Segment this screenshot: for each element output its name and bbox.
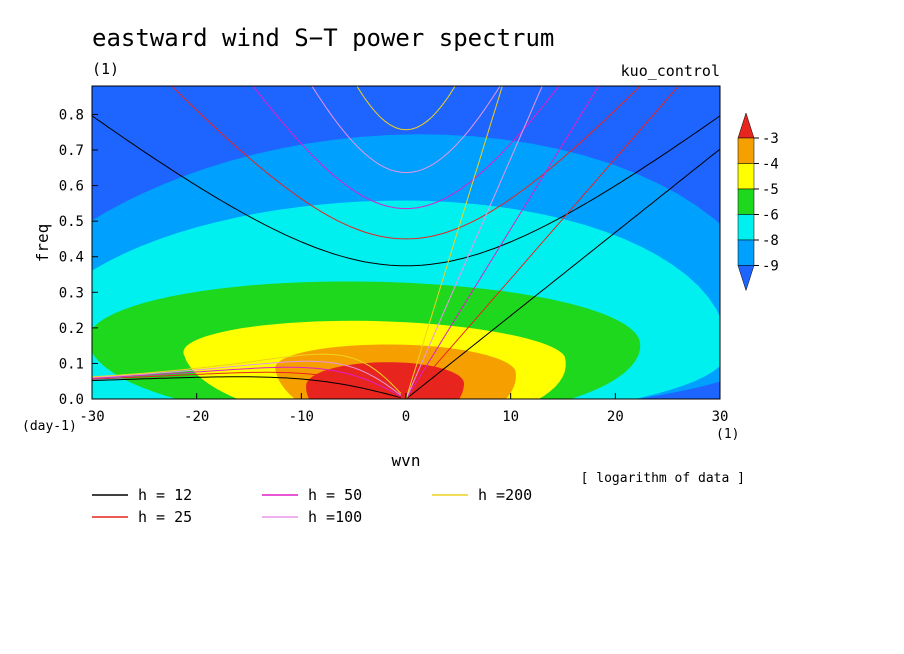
legend-label-h100: h =100 bbox=[308, 508, 362, 526]
x-tick-label: -10 bbox=[289, 409, 314, 425]
x-tick-label: 20 bbox=[607, 409, 624, 425]
legend-label-h12: h = 12 bbox=[138, 486, 192, 504]
x-axis-unit: (1) bbox=[716, 427, 739, 442]
rossby-curve-h25 bbox=[92, 371, 401, 398]
kelvin-curve-h100 bbox=[405, 86, 543, 399]
y-axis-unit: (day-1) bbox=[22, 419, 77, 434]
colorbar: -3 -4 -5 -6 -8 -9 bbox=[737, 112, 779, 292]
colorbar-segment bbox=[737, 137, 755, 164]
colorbar-top-arrow bbox=[737, 112, 755, 139]
x-tick-label: 10 bbox=[502, 409, 519, 425]
y-tick-label: 0.8 bbox=[59, 107, 84, 123]
y-tick-label: 0.0 bbox=[59, 392, 84, 408]
x-tick-label: 0 bbox=[402, 409, 410, 425]
colorbar-segment bbox=[737, 163, 755, 190]
colorbar-segment bbox=[737, 188, 755, 215]
y-tick-label: 0.5 bbox=[59, 214, 84, 230]
rossby-curve-h100 bbox=[92, 360, 402, 396]
kelvin-curve-h12 bbox=[405, 148, 720, 399]
kelvin-curve-h200 bbox=[405, 86, 503, 399]
ig-curve-h50 bbox=[252, 86, 560, 210]
legend-label-h25: h = 25 bbox=[138, 508, 192, 526]
y-tick-label: 0.4 bbox=[59, 250, 84, 266]
colorbar-label: -4 bbox=[762, 157, 779, 173]
x-tick-label: -20 bbox=[184, 409, 209, 425]
colorbar-segment bbox=[737, 214, 755, 241]
colorbar-segment bbox=[737, 239, 755, 266]
colorbar-bottom-arrow bbox=[737, 265, 755, 292]
legend-label-h200: h =200 bbox=[478, 486, 532, 504]
colorbar-label: -6 bbox=[762, 208, 779, 224]
ig-curve-h100 bbox=[311, 86, 501, 174]
y-tick-label: 0.1 bbox=[59, 356, 84, 372]
y-axis-ticks: 0.0 0.1 0.2 0.3 0.4 0.5 0.6 0.7 0.8 bbox=[59, 107, 98, 408]
y-tick-label: 0.3 bbox=[59, 285, 84, 301]
chart-title: eastward wind S−T power spectrum bbox=[92, 24, 554, 52]
kelvin-curve-h25 bbox=[405, 86, 680, 399]
colorbar-label: -5 bbox=[762, 182, 779, 198]
ig-curve-h12 bbox=[92, 115, 720, 267]
x-axis-ticks: -30 -20 -10 0 10 20 30 bbox=[79, 393, 728, 425]
data-note: [ logarithm of data ] bbox=[581, 471, 745, 486]
contour-fills bbox=[92, 134, 720, 399]
x-tick-label: -30 bbox=[79, 409, 104, 425]
colorbar-label: -3 bbox=[762, 131, 779, 147]
colorbar-label: -9 bbox=[762, 259, 779, 275]
rossby-curve-h200 bbox=[92, 353, 402, 394]
colorbar-label: -8 bbox=[762, 233, 779, 249]
y-tick-label: 0.2 bbox=[59, 321, 84, 337]
kelvin-curve-h50 bbox=[405, 86, 600, 399]
y-axis-label: freq bbox=[33, 224, 52, 263]
chart-subtitle-left: (1) bbox=[92, 60, 119, 78]
x-axis-label: wvn bbox=[392, 451, 421, 470]
ig-curve-h200 bbox=[356, 86, 456, 131]
legend-label-h50: h = 50 bbox=[308, 486, 362, 504]
contour-level-m3 bbox=[306, 362, 464, 399]
plot-area bbox=[92, 86, 720, 399]
rossby-curve-h12 bbox=[92, 376, 401, 399]
ig-curve-h25 bbox=[171, 86, 641, 240]
y-tick-label: 0.7 bbox=[59, 143, 84, 159]
dispersion-curves bbox=[92, 86, 720, 399]
chart-subtitle-right: kuo_control bbox=[621, 62, 720, 80]
rossby-curve-h50 bbox=[92, 366, 402, 397]
curve-legend: h = 12 h = 25 h = 50 h =100 h =200 bbox=[92, 486, 532, 526]
x-tick-label: 30 bbox=[712, 409, 729, 425]
y-tick-label: 0.6 bbox=[59, 179, 84, 195]
